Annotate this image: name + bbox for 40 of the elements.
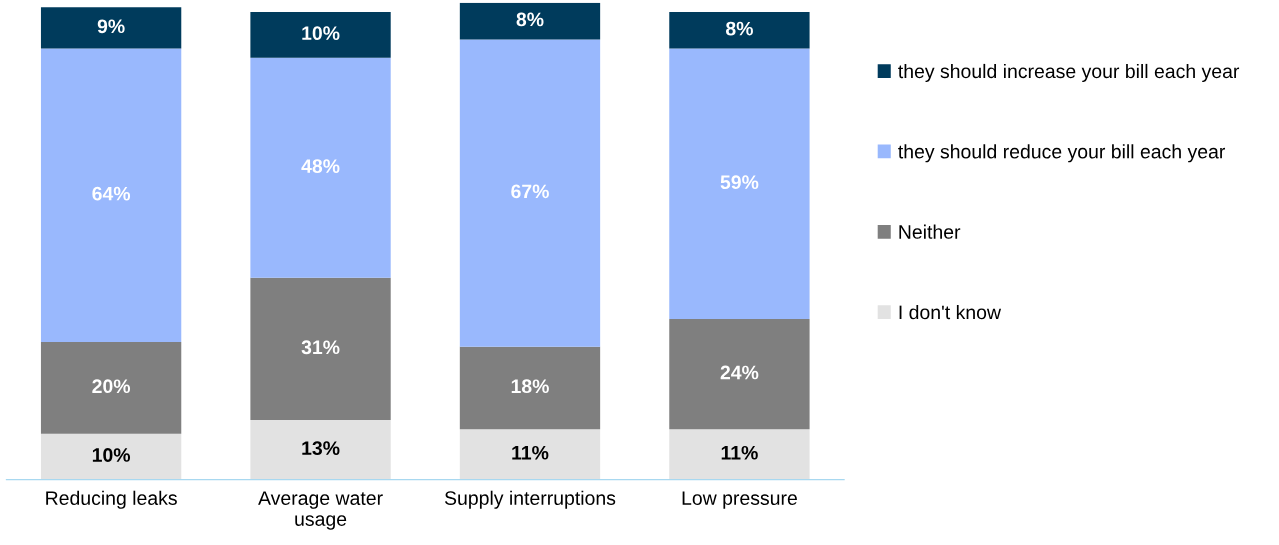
data-label: 9% [97,19,125,34]
bar [459,429,601,480]
data-label: 59% [720,175,759,190]
legend-label: they should increase your bill each year [898,63,1240,83]
data-label: 67% [511,184,549,199]
bar [40,7,182,49]
bar [459,39,601,347]
bar [669,429,810,480]
data-label: 64% [92,186,131,201]
data-label: 20% [92,379,131,394]
data-label: 31% [301,340,340,355]
data-label: 13% [302,441,340,456]
bar [459,346,601,430]
bar [40,48,182,343]
data-label: 11% [721,445,758,460]
x-tick-label: Supply interruptions [444,490,616,509]
bar [250,277,391,420]
data-label: 24% [720,365,759,380]
data-label: 18% [511,379,549,394]
bar [669,11,810,49]
x-tick-label: Average water usage [258,491,383,530]
x-tick-label: Low pressure [682,491,797,509]
bar [250,419,391,480]
bar [250,11,391,58]
data-label: 8% [725,21,753,36]
bar [669,48,810,320]
legend-label: Neither [899,224,961,239]
data-label: 10% [92,448,131,462]
legend-label: they should reduce your bill each year [898,144,1226,163]
x-tick-label: Reducing leaks [46,490,177,509]
data-label: 8% [516,12,544,27]
bar [669,319,810,430]
bar [250,57,391,278]
data-label: 11% [512,445,549,460]
data-label: 10% [302,26,340,41]
bar [459,2,601,40]
data-label: 48% [301,159,340,174]
bar [40,342,182,434]
legend-label: I don't know [899,304,1002,320]
bar [40,433,182,480]
